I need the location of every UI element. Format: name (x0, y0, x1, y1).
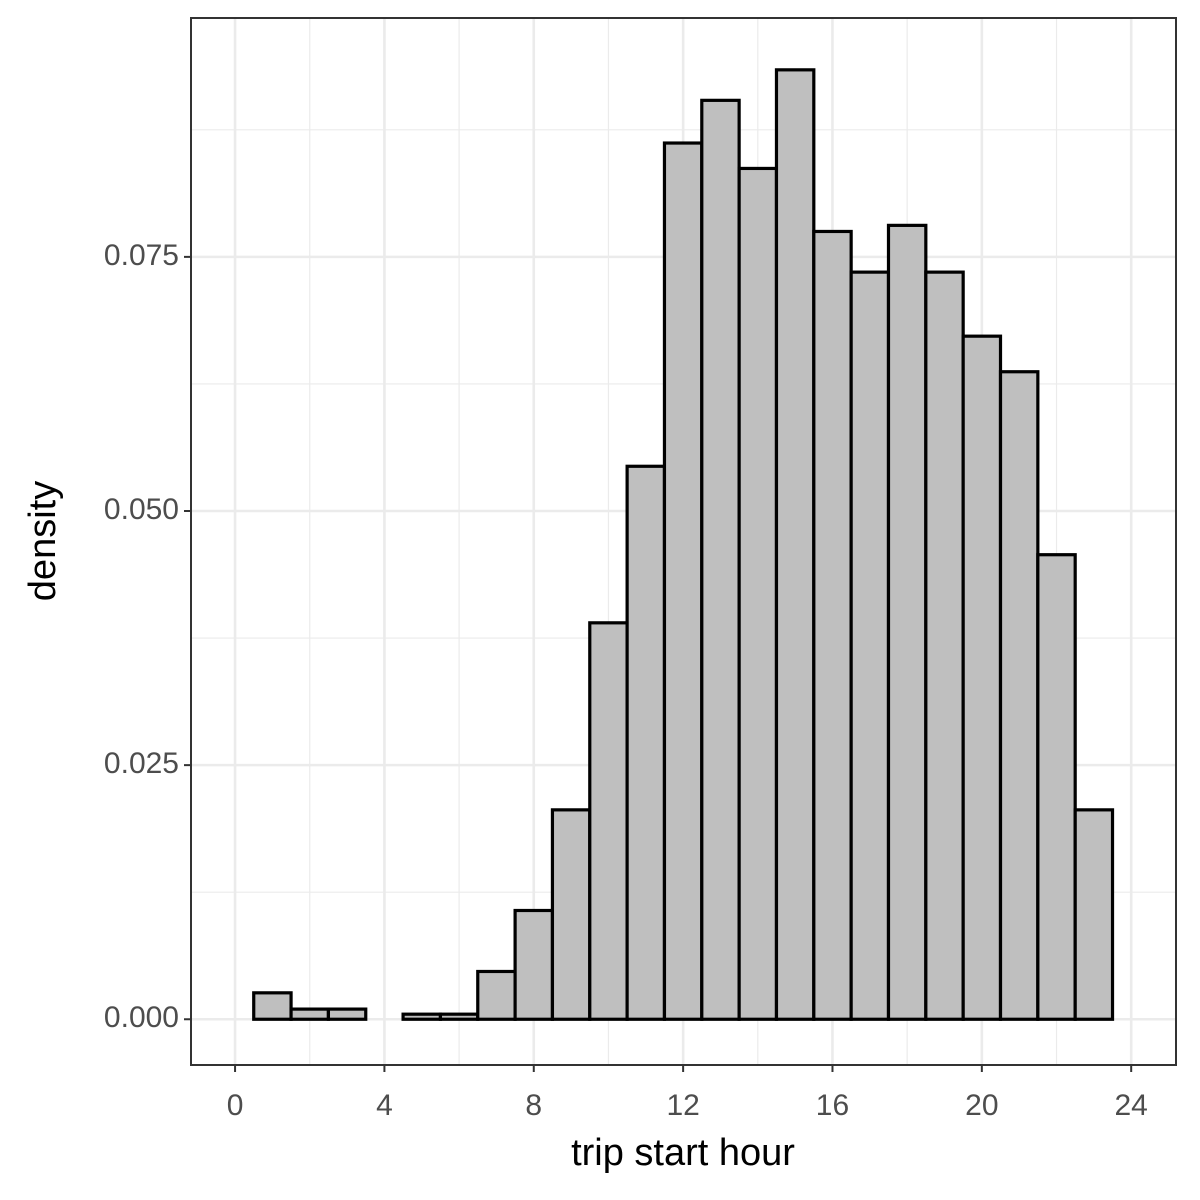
bar (1036, 553, 1077, 1021)
bar (326, 1007, 368, 1021)
x-tick-label: 12 (666, 1089, 699, 1122)
panel-border (190, 17, 1177, 1066)
bar (550, 808, 592, 1021)
bar (252, 991, 293, 1021)
bar (812, 229, 853, 1021)
y-tick-label: 0.000 (104, 1001, 179, 1034)
bar (625, 464, 667, 1021)
bar (700, 98, 741, 1021)
x-tick-label: 20 (965, 1089, 998, 1122)
x-tick-label: 8 (525, 1089, 542, 1122)
bar (513, 908, 555, 1021)
bar (886, 223, 928, 1021)
x-tick-label: 24 (1115, 1089, 1148, 1122)
bar (924, 270, 965, 1021)
x-tick-label: 0 (227, 1089, 244, 1122)
bar (1073, 808, 1115, 1021)
bar (849, 270, 891, 1021)
bar (662, 141, 704, 1021)
x-tick-label: 16 (816, 1089, 849, 1122)
bar (774, 68, 816, 1021)
x-axis-title: trip start hour (571, 1132, 795, 1174)
bar (289, 1007, 331, 1021)
y-tick-label: 0.025 (104, 747, 179, 780)
y-tick-label: 0.075 (104, 239, 179, 272)
bar (588, 621, 629, 1021)
bar (476, 969, 517, 1021)
bar (961, 334, 1003, 1021)
y-tick-label: 0.050 (104, 493, 179, 526)
bar (401, 1012, 443, 1021)
bar (998, 370, 1040, 1021)
y-axis-title: density (22, 481, 64, 601)
bar (438, 1012, 480, 1021)
bar (737, 166, 779, 1021)
x-tick-label: 4 (376, 1089, 393, 1122)
